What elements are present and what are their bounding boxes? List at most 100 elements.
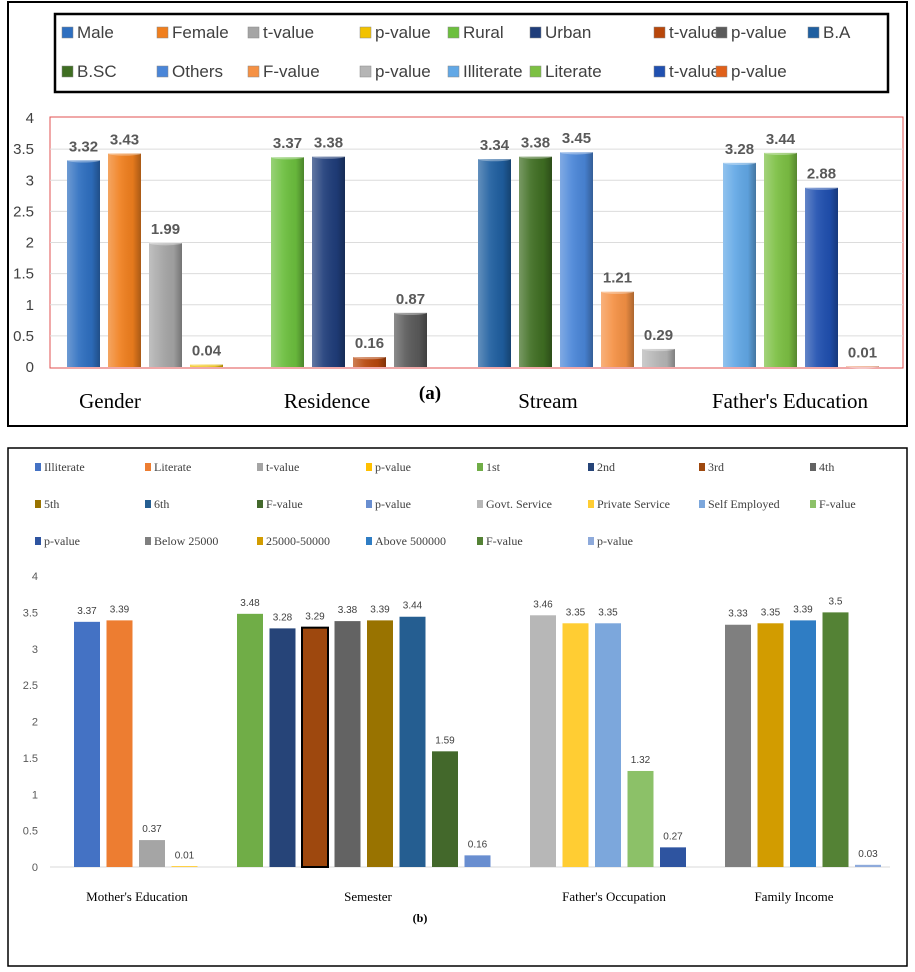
chart-a-data-label: 3.38 [314, 135, 343, 152]
chart-b-bar [595, 623, 621, 867]
chart-b-legend-swatch [35, 537, 41, 545]
chart-a-bar-top [601, 289, 634, 294]
chart-a-data-label: 0.87 [396, 291, 425, 308]
chart-b-legend-swatch [477, 500, 483, 508]
chart-b-legend-label: Illiterate [44, 460, 85, 474]
chart-a-legend-swatch [359, 26, 372, 39]
chart-b-bar [855, 864, 881, 867]
chart-a-bar-shade [108, 153, 141, 367]
chart-a-y-tick: 2 [26, 235, 34, 252]
chart-a-legend-label: p-value [731, 23, 787, 42]
chart-b-legend-label: 1st [486, 460, 501, 474]
chart-b-legend-swatch [588, 500, 594, 508]
chart-b-legend-label: 4th [819, 460, 834, 474]
chart-b-legend-label: Literate [154, 460, 191, 474]
chart-a-legend-swatch [156, 26, 169, 39]
chart-a-data-label: 3.37 [273, 135, 302, 152]
chart-b-legend-label: F-value [266, 497, 303, 511]
chart-b-y-tick: 3 [32, 644, 38, 656]
chart-b-bar [432, 751, 458, 867]
chart-b-bar [139, 840, 165, 867]
chart-b-legend-swatch [145, 463, 151, 471]
chart-b-legend-label: Above 500000 [375, 534, 446, 548]
chart-a-legend-label: Female [172, 23, 229, 42]
chart-b-bars: 3.37 3.39 0.37 0.01 3.48 3.28 3.29 3.38 3.39 3.44… [74, 596, 881, 868]
chart-a-y-tick: 3 [26, 172, 34, 189]
chart-b-legend-swatch [477, 463, 483, 471]
chart-b-legend-label: Govt. Service [486, 497, 552, 511]
chart-a-bar-shade [394, 312, 427, 367]
chart-b-bar [399, 616, 426, 867]
chart-b-legend-swatch [810, 463, 816, 471]
chart-a-bar-top [764, 150, 797, 156]
chart-b-bar [464, 855, 491, 867]
chart-b-bar [562, 623, 589, 867]
chart-b-y-tick: 0 [32, 862, 38, 874]
chart-a-y-axis: 0 0.5 1 1.5 2 2.5 3 3.5 4 [13, 110, 34, 376]
chart-b-legend-swatch [35, 500, 41, 508]
chart-b-data-label: 3.28 [273, 612, 293, 623]
chart-a-data-label: 3.38 [521, 135, 550, 152]
chart-a-legend-swatch [247, 65, 260, 78]
chart-a-bar-top [560, 150, 593, 155]
chart-b-data-label: 3.44 [403, 601, 423, 612]
chart-b-data-label: 3.48 [240, 598, 260, 609]
chart-b-legend-swatch [477, 537, 483, 545]
chart-a-y-tick: 1.5 [13, 266, 34, 283]
chart-b-legend-swatch [699, 500, 705, 508]
chart-b-legend-swatch [588, 537, 594, 545]
chart-a-gridlines [50, 148, 903, 337]
chart-b-legend-label: F-value [486, 534, 523, 548]
chart-a-legend-label: Urban [545, 23, 591, 42]
chart-b-bar [822, 612, 849, 867]
chart-a-legend-label: t-value [669, 23, 720, 42]
chart-a-legend-label: Others [172, 62, 223, 81]
chart-b-data-label: 3.38 [338, 605, 358, 616]
chart-a-bar-top [271, 155, 304, 160]
chart-a-legend-swatch [715, 65, 728, 78]
chart-b-y-tick: 2.5 [23, 680, 38, 692]
chart-a-legend-swatch [529, 65, 542, 78]
chart-b-legend-swatch [35, 463, 41, 471]
chart-b-legend-swatch [145, 500, 151, 508]
chart-a-bar-shade [353, 357, 386, 367]
chart-a-bar-top [478, 156, 511, 162]
chart-b-y-tick: 1 [32, 789, 38, 801]
chart-a-bar-shade [601, 291, 634, 367]
chart-b-data-label: 3.39 [370, 604, 390, 615]
chart-b-panel-label: (b) [413, 911, 428, 925]
chart-a-legend-swatch [653, 65, 666, 78]
chart-b-x-axis: Mother's Education Semester Father's Occup… [86, 889, 834, 904]
chart-a-legend-label: B.A [823, 23, 851, 42]
chart-b-bar [301, 626, 329, 868]
chart-b-legend-swatch [588, 463, 594, 471]
chart-a-bar-top [190, 362, 223, 367]
chart-b-bar [660, 847, 686, 867]
chart-a-bar-shade [149, 243, 182, 367]
chart-a-bar-shade [312, 156, 345, 367]
chart-b-y-tick: 4 [32, 571, 38, 583]
chart-b-data-label: 3.29 [305, 612, 325, 623]
chart-b-data-label: 3.39 [793, 604, 813, 615]
chart-a-bar-top [805, 185, 838, 190]
chart-a-y-tick: 3.5 [13, 141, 34, 158]
chart-b-category-label: Semester [344, 889, 392, 904]
chart-a-bar-top [519, 154, 552, 159]
chart-b-data-label: 3.35 [761, 607, 781, 618]
chart-b-data-label: 3.33 [728, 609, 748, 620]
chart-a-legend-swatch [247, 26, 260, 39]
chart-a-data-label: 0.29 [644, 327, 673, 344]
chart-a-legend-label: t-value [669, 62, 720, 81]
chart-b-legend-label: Self Employed [708, 497, 780, 511]
chart-a-y-tick: 0.5 [13, 328, 34, 345]
chart-a-legend-label: p-value [375, 23, 431, 42]
chart-a-data-label: 3.34 [480, 137, 510, 154]
chart-b-bar [334, 621, 361, 867]
chart-b-legend-swatch [366, 500, 372, 508]
chart-b-legend-label: 5th [44, 497, 59, 511]
chart-a-bar-top [67, 158, 100, 163]
chart-b-y-tick: 1.5 [23, 753, 38, 765]
chart-a-legend-label: F-value [263, 62, 320, 81]
chart-a-legend-box [53, 12, 890, 94]
chart-b-data-label: 3.39 [110, 604, 130, 615]
